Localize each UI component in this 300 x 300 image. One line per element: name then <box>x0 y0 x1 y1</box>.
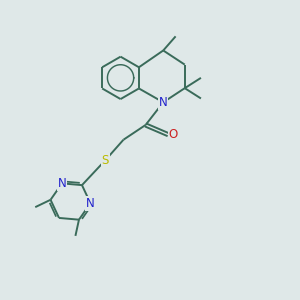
Text: O: O <box>169 128 178 141</box>
Text: N: N <box>159 96 168 109</box>
Text: N: N <box>86 197 95 210</box>
Text: N: N <box>58 177 66 190</box>
Text: S: S <box>102 154 109 167</box>
